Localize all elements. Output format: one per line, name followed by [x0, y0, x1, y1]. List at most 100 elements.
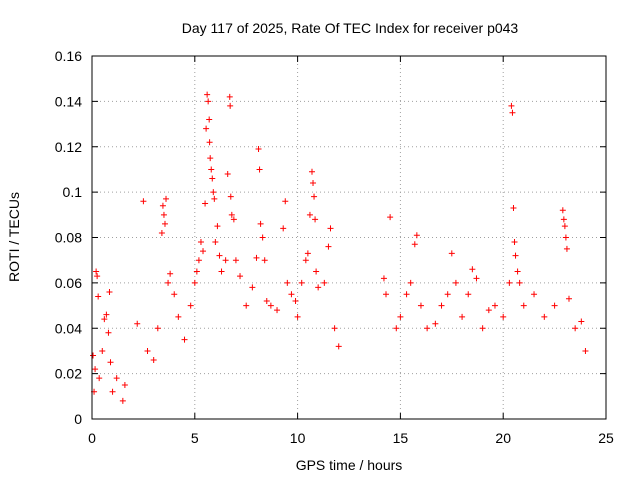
data-point — [259, 234, 266, 241]
data-point — [473, 275, 480, 282]
data-point — [205, 98, 212, 105]
data-point — [424, 325, 431, 332]
data-point — [109, 388, 116, 395]
data-point — [306, 211, 313, 218]
y-tick-label: 0.02 — [55, 366, 82, 382]
data-point — [94, 273, 101, 280]
data-point — [200, 248, 207, 255]
data-point — [393, 325, 400, 332]
data-points — [90, 91, 589, 404]
data-point — [140, 198, 147, 205]
data-point — [255, 146, 262, 153]
data-point — [325, 243, 332, 250]
data-point — [193, 268, 200, 275]
data-point — [90, 352, 97, 359]
data-point — [572, 325, 579, 332]
data-point — [335, 343, 342, 350]
y-axis-label: ROTI / TECUs — [6, 192, 22, 282]
data-point — [551, 302, 558, 309]
data-point — [197, 239, 204, 246]
data-point — [298, 279, 305, 286]
y-tick-label: 0.16 — [55, 48, 82, 64]
data-point — [230, 216, 237, 223]
data-point — [561, 223, 568, 230]
data-point — [263, 298, 270, 305]
data-point — [284, 279, 291, 286]
x-tick-label: 20 — [495, 430, 511, 446]
data-point — [256, 166, 263, 173]
data-point — [479, 325, 486, 332]
data-point — [175, 313, 182, 320]
data-point — [163, 195, 170, 202]
data-point — [224, 170, 231, 177]
data-point — [161, 220, 168, 227]
data-point — [211, 195, 218, 202]
data-point — [403, 291, 410, 298]
data-point — [565, 295, 572, 302]
y-tick-label: 0.12 — [55, 139, 82, 155]
data-point — [106, 288, 113, 295]
data-point — [311, 193, 318, 200]
data-point — [510, 205, 517, 212]
data-point — [160, 211, 167, 218]
data-point — [485, 307, 492, 314]
data-point — [171, 291, 178, 298]
data-point — [280, 225, 287, 232]
data-point — [541, 313, 548, 320]
data-point — [216, 252, 223, 259]
x-tick-label: 25 — [598, 430, 614, 446]
data-point — [154, 325, 161, 332]
data-point — [191, 279, 198, 286]
data-point — [232, 257, 239, 264]
data-point — [331, 325, 338, 332]
data-point — [257, 220, 264, 227]
data-point — [448, 250, 455, 257]
data-point — [261, 257, 268, 264]
data-point — [582, 347, 589, 354]
data-point — [165, 279, 172, 286]
data-point — [93, 268, 100, 275]
y-tick-label: 0.14 — [55, 93, 82, 109]
data-point — [531, 291, 538, 298]
data-point — [491, 302, 498, 309]
data-point — [512, 252, 519, 259]
axis-ticks: 0 0.02 0.04 0.06 0.08 0.1 0.12 0.14 0.16 0 5 10 15 20… — [55, 48, 614, 446]
data-point — [315, 284, 322, 291]
data-point — [407, 279, 414, 286]
data-point — [209, 175, 216, 182]
data-point — [559, 207, 566, 214]
data-point — [310, 180, 317, 187]
data-point — [509, 109, 516, 116]
data-point — [304, 250, 311, 257]
data-point — [210, 189, 217, 196]
data-point — [203, 125, 210, 132]
data-point — [459, 313, 466, 320]
data-point — [167, 270, 174, 277]
data-point — [249, 284, 256, 291]
data-point — [96, 375, 103, 382]
data-point — [99, 347, 106, 354]
data-point — [308, 168, 315, 175]
data-point — [212, 239, 219, 246]
data-point — [294, 313, 301, 320]
data-point — [327, 225, 334, 232]
data-point — [465, 291, 472, 298]
data-point — [195, 257, 202, 264]
data-point — [206, 139, 213, 146]
data-point — [312, 216, 319, 223]
data-point — [159, 202, 166, 209]
data-point — [202, 200, 209, 207]
data-point — [469, 266, 476, 273]
data-point — [253, 254, 260, 261]
data-point — [508, 102, 515, 109]
data-point — [105, 329, 112, 336]
data-point — [452, 279, 459, 286]
data-point — [514, 268, 521, 275]
x-tick-label: 10 — [290, 430, 306, 446]
data-point — [397, 313, 404, 320]
data-point — [302, 257, 309, 264]
data-point — [150, 357, 157, 364]
data-point — [292, 298, 299, 305]
